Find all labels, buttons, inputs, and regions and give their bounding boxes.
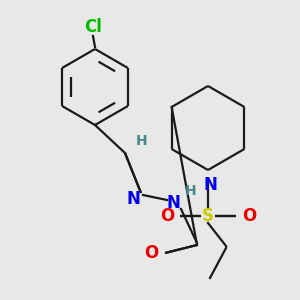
Text: H: H [136,134,148,148]
Text: Cl: Cl [84,18,102,36]
Text: O: O [242,207,256,225]
Text: H: H [185,184,197,198]
Text: O: O [144,244,158,262]
Text: N: N [126,190,140,208]
Text: O: O [160,207,174,225]
Text: N: N [203,176,217,194]
Text: S: S [202,207,214,225]
Text: N: N [166,194,180,212]
